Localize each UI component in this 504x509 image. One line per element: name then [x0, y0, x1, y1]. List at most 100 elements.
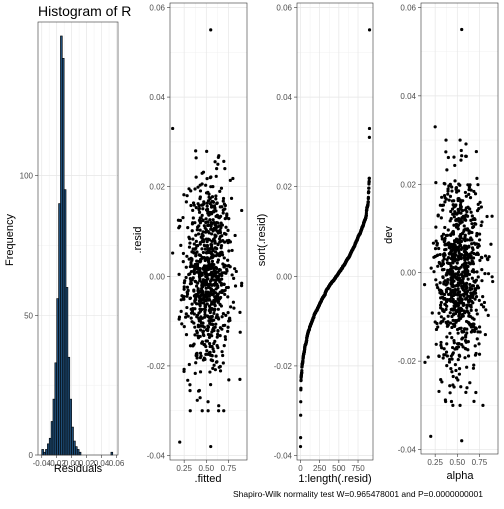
data-point — [234, 269, 238, 274]
data-point — [217, 215, 222, 219]
data-point — [450, 248, 454, 252]
data-point — [453, 210, 457, 214]
data-point — [475, 234, 479, 238]
data-point — [209, 243, 213, 247]
data-point — [204, 339, 208, 343]
resid-fitted-x-ticks: 0.25 0.50 0.75 — [176, 460, 237, 473]
y-tick-label: 0.00 — [149, 272, 165, 281]
data-point — [461, 270, 465, 274]
data-point — [225, 269, 229, 273]
data-point — [203, 312, 207, 317]
data-point — [436, 214, 440, 218]
data-point — [457, 217, 461, 221]
data-point — [473, 353, 478, 357]
data-point — [451, 374, 455, 379]
data-point — [457, 341, 461, 346]
data-point — [204, 237, 209, 241]
data-point — [451, 261, 455, 265]
data-point — [204, 286, 208, 290]
data-point — [204, 265, 208, 270]
y-tick-label: 0.00 — [400, 269, 416, 278]
data-point — [198, 228, 202, 232]
data-point — [201, 333, 206, 337]
data-point — [198, 189, 203, 193]
data-point — [445, 261, 450, 265]
data-point — [440, 268, 445, 272]
data-point — [197, 311, 201, 315]
data-point — [462, 282, 467, 286]
data-point — [209, 185, 213, 189]
data-point — [464, 194, 468, 198]
data-point — [193, 333, 197, 337]
data-point — [223, 323, 227, 327]
data-point — [215, 167, 219, 171]
data-point — [206, 328, 210, 333]
data-point — [454, 218, 459, 222]
y-tick-label: 0.02 — [276, 183, 292, 192]
data-point — [463, 253, 467, 257]
data-point — [486, 272, 491, 276]
data-point — [464, 390, 468, 394]
data-point — [208, 310, 212, 315]
data-point — [205, 257, 209, 261]
data-point — [238, 330, 242, 334]
data-point — [200, 213, 204, 217]
data-point — [476, 286, 481, 290]
data-point — [476, 330, 480, 334]
data-point — [186, 314, 190, 318]
data-point — [223, 335, 227, 339]
data-point — [213, 223, 218, 227]
data-point — [460, 216, 464, 220]
y-tick-label: 0.06 — [149, 3, 165, 12]
data-point — [182, 193, 186, 197]
data-point — [465, 331, 469, 335]
data-point — [432, 270, 436, 274]
data-point — [216, 162, 220, 166]
data-point — [184, 275, 188, 280]
data-point — [219, 239, 223, 243]
data-point — [481, 403, 485, 407]
data-point — [209, 205, 214, 209]
histogram-border — [37, 21, 119, 456]
data-point — [481, 294, 485, 299]
data-point — [462, 265, 467, 269]
data-point — [209, 263, 213, 267]
data-point — [206, 282, 211, 286]
data-point — [458, 183, 462, 187]
data-point — [444, 288, 448, 292]
data-point — [456, 357, 460, 362]
data-point — [201, 266, 205, 270]
data-point — [464, 218, 468, 222]
data-point — [201, 230, 205, 234]
dev-alpha-x-ticks: 0.25 0.50 0.75 — [427, 454, 488, 467]
data-point — [222, 344, 226, 348]
outlier-point — [429, 434, 433, 438]
data-point — [453, 163, 457, 168]
data-point — [470, 230, 474, 235]
data-point — [195, 244, 199, 248]
histogram-bar — [110, 451, 114, 456]
data-point — [210, 232, 214, 236]
data-point — [210, 307, 214, 311]
data-point — [430, 311, 434, 315]
data-point — [198, 324, 203, 328]
histogram-x-label: Residuals — [54, 463, 103, 475]
data-point — [210, 195, 215, 199]
data-point — [463, 291, 467, 296]
data-point — [204, 293, 208, 297]
data-point — [177, 226, 181, 230]
data-point — [453, 301, 457, 305]
data-point — [184, 312, 188, 316]
data-point — [204, 280, 208, 284]
data-point — [195, 259, 199, 263]
data-point — [200, 307, 204, 312]
data-point — [198, 319, 202, 323]
data-point — [218, 302, 222, 307]
data-point — [367, 135, 371, 140]
data-point — [201, 290, 205, 295]
data-point — [449, 290, 453, 295]
data-point — [475, 312, 479, 316]
data-point — [479, 205, 483, 209]
data-point — [473, 221, 477, 226]
data-point — [183, 279, 187, 283]
